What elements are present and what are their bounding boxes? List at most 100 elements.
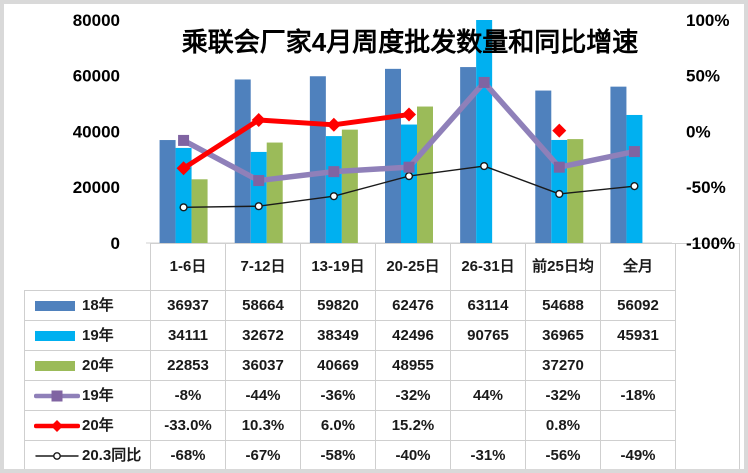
legend-label: 19年 [82,326,114,344]
legend-line-circle-swatch-icon [35,451,79,460]
right-axis-tick-label: 0% [686,122,711,141]
table-cell: -32% [525,380,601,411]
line-series-20.3同比 [179,161,639,212]
table-cell: 34111 [150,320,226,351]
bar [159,140,176,243]
square-marker-icon [628,146,640,158]
table-cell: -58% [300,440,376,471]
table-cell: 48955 [375,350,451,381]
square-marker-icon [178,134,190,146]
table-cell: 36965 [525,320,601,351]
table-cell: 44% [450,380,526,411]
table-cell: 62476 [375,290,451,321]
table-cell: 59820 [300,290,376,321]
circle-marker-icon [179,203,188,212]
diamond-marker-icon [176,161,191,176]
bar [401,124,417,243]
table-row: 20年 -33.0% 10.3% 6.0% 15.2% 0.8% [24,410,740,441]
swatch-rect [35,300,75,311]
circle-marker-icon [480,161,489,171]
bar [266,142,283,243]
square-marker-icon [328,166,340,178]
table-header-cell: 全月 [600,243,676,291]
table-cell [450,410,526,441]
square-marker-icon [553,161,565,173]
table-cell: 40669 [300,350,376,381]
table-cell: -67% [225,440,301,471]
swatch-square [51,390,63,401]
bar [309,76,326,244]
bar [385,68,401,244]
right-axis-tick-label: -50% [686,178,726,197]
table-cell: -32% [375,380,451,411]
table-cell: -36% [300,380,376,411]
circle-marker-icon [254,202,263,211]
table-cell: 54688 [525,290,601,321]
swatch-rect [35,330,75,341]
bar [175,147,192,243]
bar [250,151,267,243]
circle-marker-icon [630,182,639,191]
right-axis-tick-label: -100% [686,234,735,253]
chart-title: 乘联会厂家4月周度批发数量和同比增速 [181,27,639,57]
diamond-marker-icon [326,117,341,132]
legend-cell: 20年 [24,350,151,381]
square-marker-icon [403,161,415,173]
table-cell [600,410,676,441]
table-cell: -49% [600,440,676,471]
legend-label: 20年 [82,416,114,434]
table-cell: 58664 [225,290,301,321]
legend-label: 18年 [82,296,114,314]
table-cell [450,350,526,381]
diamond-marker-icon [251,113,266,128]
left-axis-tick-label: 40000 [73,122,120,141]
data-table-wrap: 1-6日 7-12日 13-19日 20-25日 26-31日 前25日均 全月 18年 369… [24,243,740,471]
table-cell: -18% [600,380,676,411]
combo-chart-canvas: 80000 60000 40000 20000 0 100% 50% 0% -50% -100% [73,11,735,253]
legend-line-square-swatch-icon [34,390,80,401]
table-cell: 15.2% [375,410,451,441]
legend-bar-swatch-icon [35,300,75,311]
left-axis-tick-label: 80000 [73,11,120,30]
diamond-marker-icon [552,123,567,138]
diamond-marker-icon [402,107,416,122]
table-cell: -8% [150,380,226,411]
legend-cell: 18年 [24,290,151,321]
bar [234,79,251,244]
table-cell: 36937 [150,290,226,321]
table-cell: 32672 [225,320,301,351]
table-row: 20.3同比 -68% -67% -58% -40% -31% -56% -49% [24,440,740,471]
legend-cell: 20年 [24,410,151,441]
data-table: 1-6日 7-12日 13-19日 20-25日 26-31日 前25日均 全月 18年 369… [24,243,740,471]
table-cell [600,350,676,381]
swatch-rect [35,360,75,371]
table-cell: 36037 [225,350,301,381]
table-cell: 90765 [450,320,526,351]
line-series-19年 [178,76,640,187]
bar [535,90,552,244]
table-row: 20年 22853 36037 40669 48955 37270 [24,350,740,381]
table-cell: 6.0% [300,410,376,441]
table-cell: -40% [375,440,451,471]
table-row: 19年 34111 32672 38349 42496 90765 36965 45931 [24,320,740,351]
table-cell: 42496 [375,320,451,351]
table-cell: -33.0% [150,410,226,441]
legend-cell: 19年 [24,320,151,351]
legend-label: 19年 [82,386,114,404]
table-cell: 56092 [600,290,676,321]
table-cell: -68% [150,440,226,471]
table-header-cell: 前25日均 [525,243,601,291]
bar [460,67,477,243]
table-header-cell: 1-6日 [150,243,226,291]
right-axis-tick-label: 50% [686,67,720,86]
legend-bar-swatch-icon [35,360,75,371]
table-cell: 0.8% [525,410,601,441]
bar [191,179,208,243]
right-axis-tick-label: 100% [686,11,729,30]
bar-series-18年 [159,67,627,244]
swatch-diamond [51,419,63,432]
square-marker-icon [478,76,490,88]
table-blank-column [675,243,740,471]
left-axis-tick-label: 20000 [73,178,120,197]
